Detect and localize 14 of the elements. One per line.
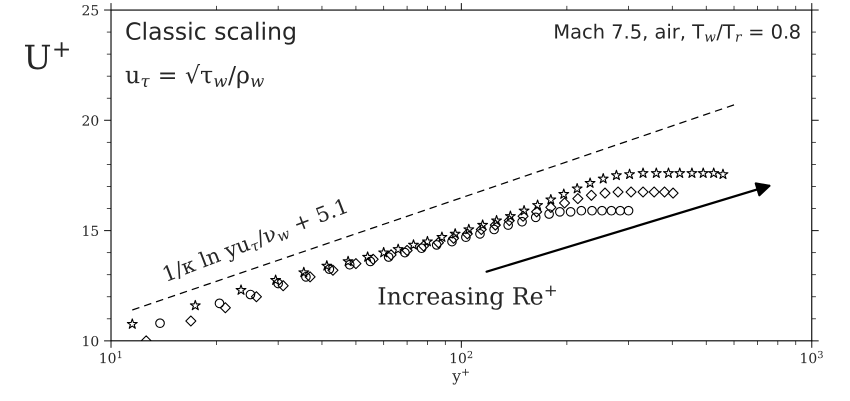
y-axis-title: U$^{+}$	[25, 42, 69, 70]
y-tick-label: 15	[83, 226, 98, 236]
annotation: Mach 7.5, air, T$_{w}$/T$_{r}$ = 0.8	[555, 24, 800, 42]
y-tick-label: 25	[82, 4, 98, 16]
x-tick-label: 10$^{3}$	[801, 350, 823, 364]
x-tick-label: 10$^{2}$	[450, 350, 472, 364]
annotation: u$_{τ}$ = √τ$_{w}$/ρ$_{w}$	[126, 64, 264, 88]
annotation: Increasing Re$^{+}$	[378, 286, 556, 310]
annotation: 1/κ ln yu$_{τ}$/ν$_{w}$ + 5.1	[162, 198, 349, 286]
y-tick-label: 20	[82, 115, 98, 126]
y-tick-label: 10	[83, 336, 98, 346]
x-axis-title: y$^{+}$	[452, 368, 469, 385]
annotation: Classic scaling	[126, 22, 295, 45]
x-tick-label: 10$^{1}$	[100, 350, 122, 364]
